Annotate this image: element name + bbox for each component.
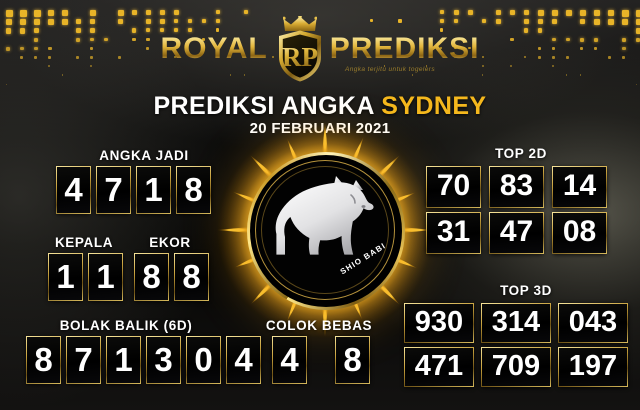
cell-value: 3: [154, 343, 172, 376]
shield-icon: RP: [278, 30, 322, 82]
number-cell: 471: [404, 347, 474, 387]
number-cell: 1: [136, 166, 171, 214]
number-cell: 31: [426, 212, 481, 254]
cell-value: 1: [96, 260, 114, 293]
number-cell: 3: [146, 336, 181, 384]
page-title: PREDIKSI ANGKA SYDNEY: [0, 92, 640, 121]
cell-value: 4: [64, 173, 82, 206]
cell-value: 197: [569, 352, 617, 381]
cells-top-3d-row1: 930 314 043: [404, 303, 628, 343]
prediction-poster: ROYAL: [0, 0, 640, 410]
cell-value: 8: [34, 343, 52, 376]
cell-value: 8: [343, 343, 361, 376]
shio-emblem: SHIO BABI: [245, 150, 405, 310]
label-colok-bebas: COLOK BEBAS: [249, 318, 389, 333]
number-cell: 70: [426, 166, 481, 208]
label-bolak-balik: BOLAK BALIK (6D): [38, 318, 214, 333]
cell-value: 1: [114, 343, 132, 376]
shield-logo-icon: RP: [272, 16, 328, 82]
number-cell: 4: [272, 336, 307, 384]
cell-value: 70: [437, 171, 470, 201]
cells-ekor: 88: [134, 253, 209, 301]
cell-value: 08: [563, 217, 596, 247]
cell-value: 471: [415, 352, 463, 381]
number-cell: 47: [489, 212, 544, 254]
page-title-highlight: SYDNEY: [381, 92, 486, 120]
cell-value: 4: [280, 343, 298, 376]
pig-icon: [273, 170, 377, 266]
cell-value: 0: [194, 343, 212, 376]
number-cell: 8: [335, 336, 370, 384]
cell-value: 47: [500, 217, 533, 247]
cell-value: 314: [492, 308, 540, 337]
number-cell: 0: [186, 336, 221, 384]
cell-value: 8: [142, 260, 160, 293]
cell-value: 1: [144, 173, 162, 206]
cells-kepala: 11: [48, 253, 123, 301]
cells-top-2d-row2: 31 47 08: [426, 212, 607, 254]
brand-tagline: Angka terjitu untuk togelers: [345, 66, 435, 73]
cell-value: 930: [415, 308, 463, 337]
number-cell: 8: [176, 166, 211, 214]
label-top-3d: TOP 3D: [471, 283, 581, 298]
number-cell: 314: [481, 303, 551, 343]
brand-word-left: ROYAL: [161, 34, 268, 64]
cell-value: 8: [184, 173, 202, 206]
cell-value: 31: [437, 217, 470, 247]
number-cell: 7: [96, 166, 131, 214]
label-angka-jadi: ANGKA JADI: [76, 148, 212, 163]
number-cell: 197: [558, 347, 628, 387]
cells-top-3d-row2: 471 709 197: [404, 347, 628, 387]
cell-value: 7: [74, 343, 92, 376]
number-cell: 8: [26, 336, 61, 384]
cell-value: 83: [500, 171, 533, 201]
number-cell: 08: [552, 212, 607, 254]
number-cell: 1: [48, 253, 83, 301]
number-cell: 930: [404, 303, 474, 343]
number-cell: 4: [226, 336, 261, 384]
number-cell: 8: [134, 253, 169, 301]
cell-value: 7: [104, 173, 122, 206]
cell-value: 1: [56, 260, 74, 293]
number-cell: 8: [174, 253, 209, 301]
cell-value: 709: [492, 352, 540, 381]
cells-angka-jadi: 4718: [56, 166, 211, 214]
number-cell: 14: [552, 166, 607, 208]
cell-value: 4: [234, 343, 252, 376]
brand-logo: ROYAL: [0, 14, 640, 84]
label-top-2d: TOP 2D: [466, 146, 576, 161]
cells-colok-bebas: 48: [272, 336, 370, 384]
number-cell: 1: [88, 253, 123, 301]
number-cell: 4: [56, 166, 91, 214]
label-ekor: EKOR: [134, 235, 206, 250]
number-cell: 7: [66, 336, 101, 384]
label-kepala: KEPALA: [44, 235, 124, 250]
brand-word-right: PREDIKSI: [330, 34, 480, 64]
cells-bolak-balik: 871304: [26, 336, 261, 384]
number-cell: 043: [558, 303, 628, 343]
page-title-main: PREDIKSI ANGKA: [153, 92, 373, 120]
number-cell: 709: [481, 347, 551, 387]
cell-value: 8: [182, 260, 200, 293]
number-cell: 1: [106, 336, 141, 384]
cell-value: 043: [569, 308, 617, 337]
number-cell: 83: [489, 166, 544, 208]
cells-top-2d-row1: 70 83 14: [426, 166, 607, 208]
monogram-text: RP: [282, 42, 318, 72]
cell-value: 14: [563, 171, 596, 201]
